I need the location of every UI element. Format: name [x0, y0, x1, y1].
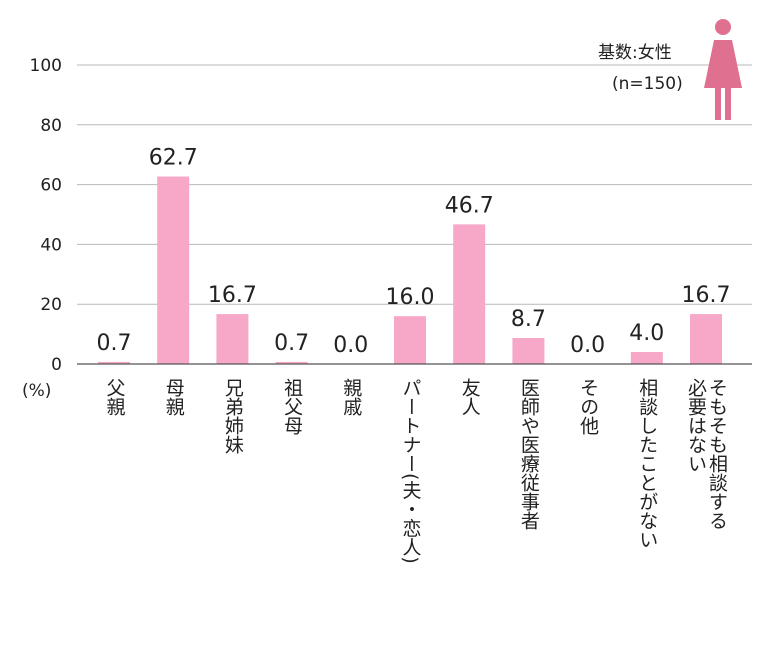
category-label: 親戚: [340, 378, 363, 416]
data-label: 0.0: [570, 333, 605, 358]
data-label: 4.0: [629, 321, 664, 346]
category-label: 相談したことがない: [636, 378, 659, 549]
y-tick-label: 100: [30, 56, 62, 76]
bar: [157, 176, 190, 364]
category-label: 医師や医療従事者: [517, 378, 540, 530]
data-labels: 0.7 62.7 16.7 0.7 0.0 16.0 46.7 8.7 0.0 4.0 16.7: [97, 146, 731, 358]
category-label: 父親: [103, 378, 126, 416]
y-axis-unit-label: (%): [22, 381, 52, 401]
base-label: 基数:女性: [598, 43, 672, 63]
bar: [275, 361, 308, 364]
y-axis-ticks: 0 20 40 60 80 100: [30, 56, 62, 375]
bar: [690, 314, 722, 364]
category-label: 母親: [162, 378, 185, 416]
y-tick-label: 60: [40, 176, 62, 196]
y-tick-label: 0: [51, 355, 62, 375]
n-label: (n=150): [612, 74, 683, 94]
y-tick-label: 20: [40, 295, 62, 315]
icon-head: [715, 19, 731, 35]
data-label: 16.0: [386, 285, 435, 310]
category-label: その他: [577, 378, 600, 435]
bar: [630, 352, 663, 364]
category-label: 友人: [458, 378, 481, 416]
data-label: 62.7: [149, 146, 198, 171]
category-label: 祖父母: [281, 378, 304, 435]
y-tick-label: 40: [40, 235, 62, 255]
data-label: 0.7: [274, 331, 309, 356]
data-label: 16.7: [682, 283, 731, 308]
bar: [453, 224, 486, 364]
data-label: 46.7: [445, 193, 494, 218]
icon-body: [704, 40, 742, 120]
data-label: 0.7: [97, 331, 132, 356]
female-person-icon: [704, 19, 742, 120]
bar: [216, 314, 249, 364]
bar: [394, 316, 426, 364]
gridlines: [77, 64, 752, 305]
bar: [98, 361, 130, 364]
data-label: 0.0: [333, 333, 368, 358]
bars: [98, 176, 722, 364]
data-label: 8.7: [511, 307, 546, 332]
category-label: パートナー(夫・恋人): [399, 378, 422, 564]
category-label: 兄弟姉妹: [221, 378, 244, 454]
bar: [512, 337, 545, 364]
data-label: 16.7: [208, 283, 257, 308]
category-label: そもそも相談する 必要はない: [685, 378, 728, 530]
y-tick-label: 80: [40, 116, 62, 136]
